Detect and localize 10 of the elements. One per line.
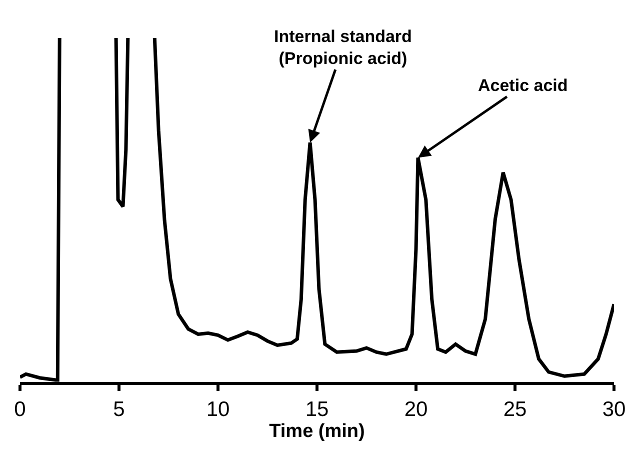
x-tick-label: 0 xyxy=(14,398,26,422)
x-tick-label: 20 xyxy=(404,398,428,422)
x-tick-label: 25 xyxy=(503,398,527,422)
x-tick-label: 5 xyxy=(113,398,125,422)
x-axis-title: Time (min) xyxy=(269,421,365,442)
x-tick-label: 30 xyxy=(602,398,626,422)
annotation: Acetic acid xyxy=(478,76,568,95)
x-tick-label: 10 xyxy=(206,398,230,422)
annotation: Internal standard (Propionic acid) xyxy=(274,27,412,68)
x-tick-label: 15 xyxy=(305,398,329,422)
